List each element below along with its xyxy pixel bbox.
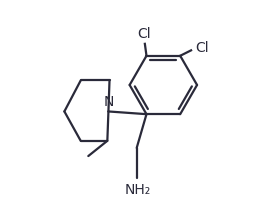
Text: Cl: Cl <box>195 41 209 55</box>
Text: Cl: Cl <box>137 26 151 41</box>
Text: NH₂: NH₂ <box>125 183 151 197</box>
Text: N: N <box>103 95 114 109</box>
